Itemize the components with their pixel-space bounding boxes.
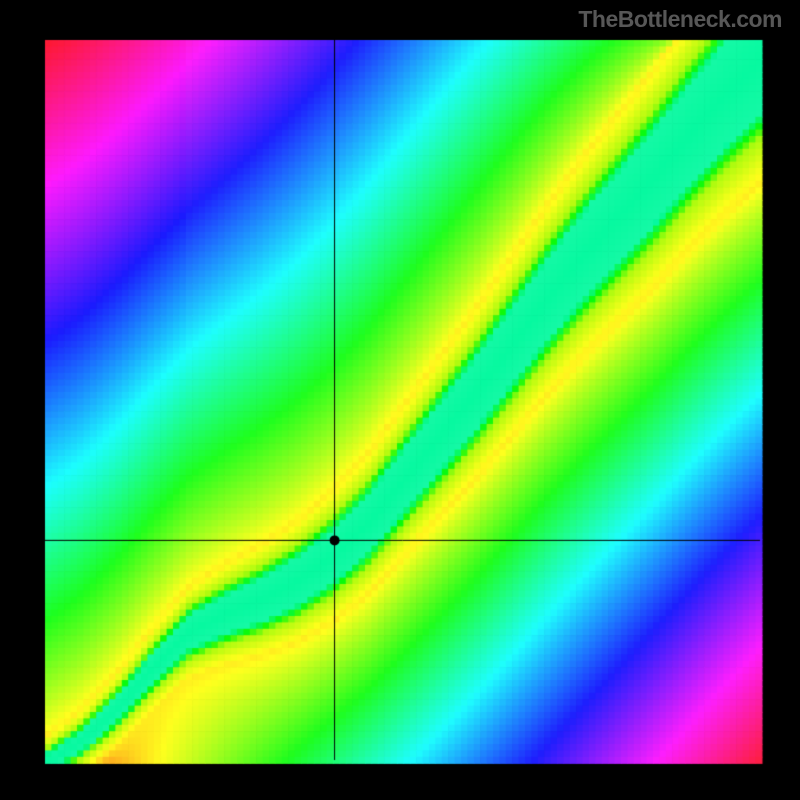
attribution-text: TheBottleneck.com: [578, 6, 782, 33]
bottleneck-heatmap: [0, 0, 800, 800]
chart-container: TheBottleneck.com: [0, 0, 800, 800]
